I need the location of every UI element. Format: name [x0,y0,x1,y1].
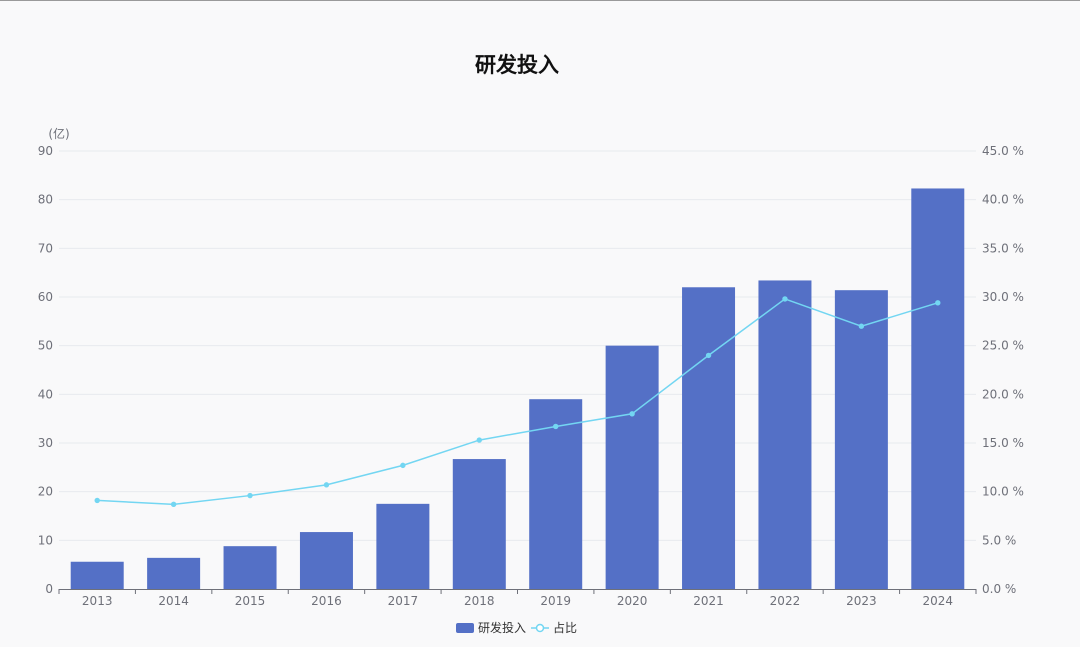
line-point[interactable] [553,423,559,430]
legend-line-marker [535,623,545,633]
bar[interactable] [834,290,888,589]
line-point[interactable] [476,437,482,443]
top-border [0,0,1080,1]
line-point[interactable] [94,497,100,504]
y-right-tick-label: 5.0 % [982,533,1016,547]
x-tick-label: 2015 [235,594,266,608]
x-tick-label: 2022 [770,594,801,608]
bar-series [70,188,965,589]
y-axis-unit-label: (亿) [48,126,69,141]
legend[interactable]: 研发投入 占比 [456,620,577,635]
line-point[interactable] [782,296,788,302]
y-left-tick-label: 40 [38,387,53,401]
y-left-tick-label: 60 [38,290,53,304]
y-right-tick-label: 0.0 % [982,582,1016,596]
legend-bar-label[interactable]: 研发投入 [478,620,526,635]
x-tick-label: 2021 [693,594,724,608]
x-tick-label: 2024 [923,594,954,608]
y-right-tick-label: 45.0 % [982,144,1024,158]
bar[interactable] [682,287,736,589]
bar[interactable] [605,345,659,589]
line-point[interactable] [323,482,330,488]
y-left-tick-label: 90 [38,144,53,158]
line-point[interactable] [858,323,865,329]
y-right-tick-label: 40.0 % [982,193,1024,207]
line-point[interactable] [400,462,406,469]
bar[interactable] [452,459,506,589]
bar[interactable] [758,280,812,589]
line-point[interactable] [705,352,712,359]
y-right-tick-label: 10.0 % [982,485,1024,499]
line-point[interactable] [170,501,177,508]
y-right-tick-label: 20.0 % [982,387,1024,401]
line-path [97,298,939,506]
x-tick-label: 2023 [846,594,877,608]
grid-lines [59,150,976,541]
x-tick-label: 2014 [158,594,189,608]
x-tick-label: 2019 [540,594,571,608]
line-series [94,296,941,508]
x-tick-label: 2016 [311,594,342,608]
y-left-tick-label: 20 [38,485,53,499]
y-right-tick-label: 15.0 % [982,436,1024,450]
y-left-tick-label: 80 [38,193,53,207]
x-tick-label: 2013 [82,594,113,608]
line-point[interactable] [247,492,253,499]
bar[interactable] [147,557,201,589]
line-point[interactable] [629,411,635,417]
bar[interactable] [223,546,277,589]
axes: 0 10 20 30 40 50 60 70 80 90 0.0 % 5.0 % 10.0 % 15.0 … [38,144,1024,608]
y-left-tick-label: 0 [45,582,53,596]
x-tick-label: 2017 [388,594,419,608]
legend-bar-swatch [456,623,474,633]
y-right-tick-label: 25.0 % [982,339,1024,353]
y-left-tick-label: 70 [38,241,53,255]
x-tick-label: 2018 [464,594,495,608]
y-right-tick-label: 30.0 % [982,290,1024,304]
y-left-tick-label: 30 [38,436,53,450]
bar[interactable] [70,561,124,589]
y-right-tick-label: 35.0 % [982,241,1024,255]
legend-line-label[interactable]: 占比 [553,620,577,635]
y-left-tick-label: 10 [38,533,53,547]
bar[interactable] [299,532,353,589]
bar[interactable] [376,503,430,589]
y-left-tick-label: 50 [38,339,53,353]
line-point[interactable] [935,300,941,306]
x-tick-label: 2020 [617,594,648,608]
bar[interactable] [529,399,583,589]
bar[interactable] [911,188,965,589]
chart-title: 研发投入 [475,53,559,77]
